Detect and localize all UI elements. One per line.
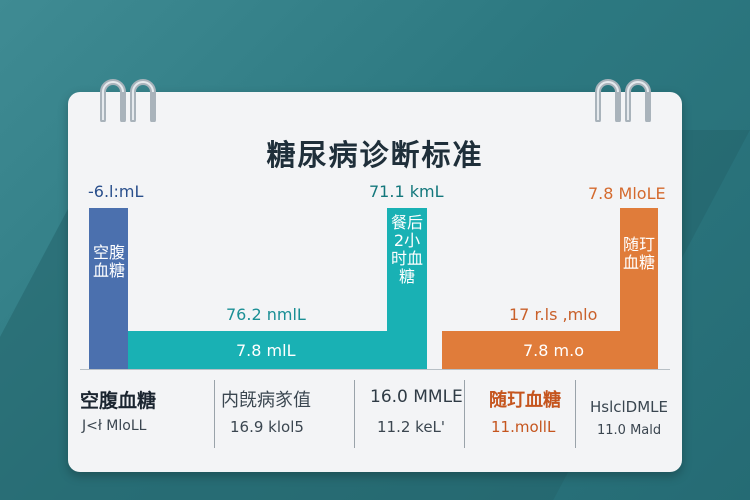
postmeal-vertical-label: 餐后2小时血糖 [390,213,423,286]
random-high-vertical-label: 随玎血糖 [622,235,655,272]
random-low-top-label: 17 r.ls ,mlo [509,305,598,324]
fasting-bar [89,208,128,369]
column-value-random: 11.mollL [491,418,556,436]
baseline [80,369,670,370]
fasting-top-label: -6.l:mL [88,182,144,201]
column-value-middle: 16.9 klol5 [230,418,304,436]
random-low-bar [442,331,620,369]
random-high-bar [620,208,658,369]
page-title: 糖尿病诊断标准 [266,138,484,172]
random-high-top-label: 7.8 MloLE [588,184,666,203]
middle-inner-label: 7.8 mlL [236,341,296,360]
random-low-inner-label: 7.8 m.o [523,341,584,360]
binder-ring-right-icon [590,74,660,123]
calendar-card [68,92,682,472]
column-name-random: 随玎血糖 [489,390,561,411]
postmeal-top-label: 71.1 kmL [369,182,444,201]
column-divider [464,380,465,448]
postmeal-bar [387,208,427,369]
column-value-postmeal: 11.2 keL' [377,418,446,436]
column-name-fasting: 空腹血糖 [80,390,157,412]
middle-top-label: 76.2 nmlL [226,305,306,324]
fasting-vertical-label: 空腹血糖 [92,243,125,280]
column-divider [575,380,576,448]
column-name-middle: 内旣病㒸值 [221,390,311,411]
middle-bar [128,331,387,369]
binder-ring-left-icon [95,74,165,123]
column-value-fasting: J<ł MloLL [82,418,147,434]
column-name-postmeal: 16.0 MMLE [370,387,463,407]
column-value-last: 11.0 Mald [597,423,662,438]
column-name-last: HslclDMLE [590,398,669,416]
column-divider [214,380,215,448]
column-divider [354,380,355,448]
